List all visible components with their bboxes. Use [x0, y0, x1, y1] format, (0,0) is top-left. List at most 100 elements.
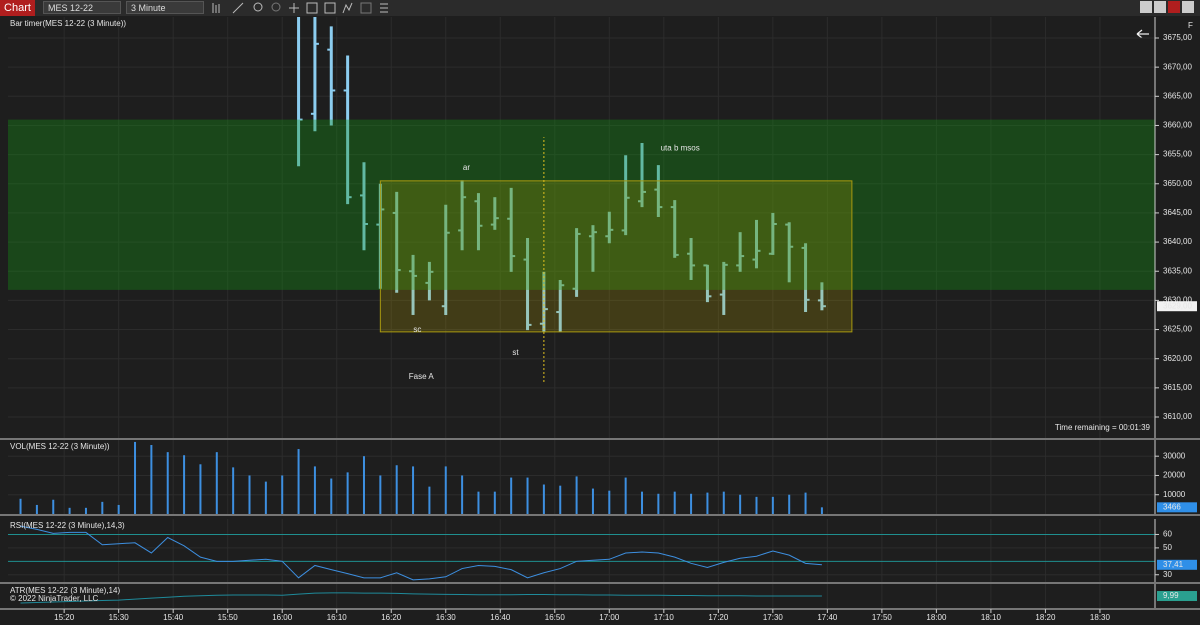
zoom-out-icon[interactable] [271, 2, 281, 12]
volume-bar [673, 491, 676, 514]
volume-bar [624, 477, 627, 514]
y-tick-label: 60 [1163, 530, 1172, 539]
x-tick-label: 15:50 [218, 613, 239, 622]
list-icon[interactable] [380, 3, 388, 13]
x-tick-label: 17:50 [872, 613, 893, 622]
volume-bar [591, 488, 594, 514]
y-tick-label: 3645,00 [1163, 208, 1192, 217]
y-tick-label: 3660,00 [1163, 121, 1192, 130]
panel [8, 519, 1155, 582]
close-button[interactable] [1182, 1, 1194, 13]
y-tick-label: 3615,00 [1163, 383, 1192, 392]
corner-flag[interactable]: F [1188, 21, 1193, 30]
y-tick-label: 3670,00 [1163, 62, 1192, 71]
volume-bar [428, 486, 431, 514]
zone [8, 119, 1155, 290]
last-value-label: 37,41 [1163, 560, 1184, 569]
y-tick-label: 3650,00 [1163, 179, 1192, 188]
y-tick-label: 3630,00 [1163, 295, 1192, 304]
template-icon[interactable] [360, 2, 372, 14]
volume-bar [117, 504, 120, 514]
x-tick-label: 18:30 [1090, 613, 1111, 622]
annotation: ar [463, 163, 470, 172]
chart: F ar sc st Fase A uta b msos 3675,00 3670,00 36… [0, 16, 1200, 625]
panel-subtitle: © 2022 NinjaTrader, LLC [10, 594, 99, 603]
minimize-button[interactable] [1140, 1, 1152, 13]
x-tick-label: 16:00 [272, 613, 293, 622]
volume-bar [575, 476, 578, 514]
x-tick-label: 17:30 [763, 613, 784, 622]
x-tick-label: 18:00 [926, 613, 947, 622]
time-remaining: Time remaining = 00:01:39 [1055, 423, 1151, 432]
x-tick-label: 15:30 [109, 613, 130, 622]
volume-bar [313, 466, 316, 514]
x-tick-label: 17:10 [654, 613, 675, 622]
zone [379, 180, 853, 333]
volume-bar [771, 496, 774, 514]
maximize-button[interactable] [1154, 1, 1166, 13]
volume-bar [101, 501, 104, 514]
panel: ar sc st Fase A uta b msos [8, 17, 1155, 438]
last-value-box [1157, 591, 1197, 602]
volume-bar [788, 494, 791, 514]
volume-bar [134, 441, 137, 514]
x-tick-label: 16:30 [436, 613, 457, 622]
x-tick-label: 18:10 [981, 613, 1002, 622]
instrument-select[interactable]: MES 12-22 [43, 1, 121, 14]
volume-bar [362, 456, 365, 514]
volume-bar [461, 475, 464, 514]
volume-bar [412, 466, 415, 514]
panel [8, 440, 1155, 514]
panel-title: RSI(MES 12-22 (3 Minute),14,3) [10, 521, 125, 530]
annotation: Fase A [409, 372, 435, 381]
last-value-label: 9,99 [1163, 591, 1179, 600]
volume-bar [706, 492, 709, 514]
y-tick-label: 3610,00 [1163, 412, 1192, 421]
x-tick-label: 16:10 [327, 613, 348, 622]
bars-icon[interactable] [212, 3, 220, 13]
draw-icon[interactable] [232, 2, 244, 14]
chart-tab[interactable]: Chart [0, 0, 35, 16]
back-arrow[interactable] [1136, 29, 1149, 39]
zoom-in-icon[interactable] [253, 2, 263, 12]
x-tick-label: 17:40 [817, 613, 838, 622]
volume-bar [395, 465, 398, 514]
volume-bar [641, 491, 644, 514]
volume-bar [281, 475, 284, 514]
panel-title: VOL(MES 12-22 (3 Minute)) [10, 442, 110, 451]
volume-bar [608, 490, 611, 514]
y-tick-label: 3625,00 [1163, 325, 1192, 334]
x-tick-label: 16:50 [545, 613, 566, 622]
last-value-box [1157, 502, 1197, 513]
volume-bar [657, 493, 660, 514]
annotation: st [512, 348, 519, 357]
interval-select[interactable]: 3 Minute [126, 1, 204, 14]
toolbar-icons [212, 2, 388, 14]
volume-bar [526, 477, 529, 514]
volume-bar [330, 478, 333, 514]
volume-bar [755, 496, 758, 514]
panel-title: Bar timer(MES 12-22 (3 Minute)) [10, 19, 126, 28]
volume-bar [166, 452, 169, 514]
y-tick-label: 3640,00 [1163, 237, 1192, 246]
x-tick-label: 17:00 [599, 613, 620, 622]
annotation: sc [413, 325, 421, 334]
snapshot-icon[interactable] [324, 2, 336, 14]
last-value-label: 3466 [1163, 502, 1181, 511]
volume-bar [542, 484, 545, 514]
volume-bar [477, 491, 480, 514]
x-tick-label: 17:20 [708, 613, 729, 622]
x-tick-label: 16:40 [490, 613, 511, 622]
volume-bar [84, 507, 87, 514]
volume-bar [493, 491, 496, 514]
crosshair-icon[interactable] [289, 3, 299, 13]
volume-bar [68, 507, 71, 514]
volume-bar [183, 455, 186, 514]
x-tick-label: 15:20 [54, 613, 75, 622]
strategy-icon[interactable] [342, 2, 353, 14]
properties-icon[interactable] [306, 2, 318, 14]
restore-button[interactable] [1168, 1, 1180, 13]
volume-bar [52, 499, 55, 514]
volume-bar [804, 492, 807, 514]
